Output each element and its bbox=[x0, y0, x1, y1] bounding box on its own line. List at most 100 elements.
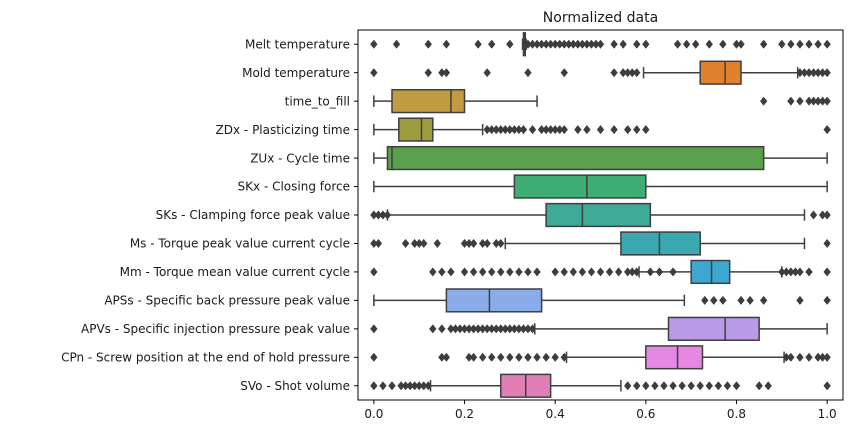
y-tick-label: CPn - Screw position at the end of hold … bbox=[61, 351, 350, 365]
outlier-point bbox=[787, 352, 795, 362]
outlier-point bbox=[370, 39, 378, 49]
outlier-point bbox=[823, 381, 831, 391]
outlier-point bbox=[633, 125, 641, 135]
outlier-point bbox=[669, 381, 677, 391]
outlier-point bbox=[596, 125, 605, 135]
outlier-point bbox=[614, 267, 623, 277]
outlier-point bbox=[370, 68, 378, 78]
outlier-point bbox=[583, 125, 591, 135]
outlier-point bbox=[429, 267, 437, 277]
outlier-point bbox=[673, 39, 682, 49]
outlier-point bbox=[642, 39, 650, 49]
x-tick-label: 0.8 bbox=[727, 407, 746, 421]
outlier-point bbox=[705, 381, 714, 391]
plot-area: Melt temperature Mold temperature time_to_… bbox=[61, 29, 844, 421]
y-tick-label: SKx - Closing force bbox=[238, 180, 350, 194]
outlier-point bbox=[560, 267, 568, 277]
outlier-point bbox=[497, 238, 505, 249]
outlier-point bbox=[497, 267, 505, 277]
outlier-point bbox=[805, 39, 813, 49]
outlier-point bbox=[578, 267, 587, 277]
outlier-point bbox=[424, 68, 432, 78]
outlier-point bbox=[515, 352, 523, 362]
outlier-point bbox=[814, 39, 822, 49]
outlier-point bbox=[705, 39, 714, 49]
outlier-point bbox=[383, 210, 392, 220]
outlier-point bbox=[442, 68, 451, 78]
y-tick-label: ZUx - Cycle time bbox=[250, 151, 350, 165]
y-tick-label: Melt temperature bbox=[245, 37, 350, 51]
box-8 bbox=[690, 259, 731, 285]
outlier-point bbox=[796, 39, 804, 49]
outlier-point bbox=[651, 381, 659, 391]
outlier-point bbox=[401, 238, 410, 249]
x-tick-label: 0.6 bbox=[636, 407, 655, 421]
outlier-point bbox=[596, 39, 605, 49]
outlier-point bbox=[506, 267, 514, 277]
outlier-point bbox=[696, 381, 704, 391]
outlier-point bbox=[587, 267, 596, 277]
outlier-point bbox=[370, 381, 378, 391]
box-5 bbox=[513, 174, 647, 199]
outlier-point bbox=[823, 238, 831, 249]
outlier-point bbox=[823, 352, 831, 362]
outlier-point bbox=[469, 238, 478, 249]
outlier-point bbox=[370, 352, 378, 362]
box-11 bbox=[645, 345, 704, 370]
y-tick-label: Ms - Torque peak value current cycle bbox=[130, 237, 350, 251]
outlier-point bbox=[805, 352, 813, 362]
outlier-point bbox=[682, 39, 691, 49]
outlier-point bbox=[438, 324, 446, 334]
y-tick-label: ZDx - Plasticizing time bbox=[216, 123, 350, 137]
outlier-point bbox=[809, 210, 818, 220]
y-tick-label: SKs - Clamping force peak value bbox=[156, 208, 350, 222]
outlier-point bbox=[737, 39, 745, 49]
outlier-point bbox=[796, 295, 804, 305]
box-1 bbox=[699, 60, 742, 85]
outlier-point bbox=[551, 267, 559, 277]
outlier-point bbox=[388, 381, 396, 391]
outlier-point bbox=[823, 39, 831, 49]
outlier-point bbox=[610, 68, 618, 78]
outlier-point bbox=[796, 352, 804, 362]
x-tick-label: 0.2 bbox=[455, 407, 474, 421]
outlier-point bbox=[433, 238, 442, 249]
outlier-point bbox=[560, 352, 568, 362]
box-10 bbox=[667, 316, 760, 341]
outlier-point bbox=[805, 267, 813, 277]
outlier-point bbox=[487, 352, 496, 362]
outlier-point bbox=[646, 267, 655, 277]
x-tick-label: 0.4 bbox=[546, 407, 565, 421]
box-7 bbox=[620, 231, 701, 256]
outlier-point bbox=[374, 238, 383, 249]
outlier-point bbox=[560, 68, 568, 78]
outlier-point bbox=[732, 381, 741, 391]
outlier-point bbox=[574, 125, 582, 135]
outlier-point bbox=[497, 352, 505, 362]
outlier-point bbox=[719, 295, 727, 305]
y-tick-label: SVo - Shot volume bbox=[240, 379, 350, 393]
outlier-point bbox=[623, 381, 632, 391]
outlier-point bbox=[370, 324, 378, 334]
outlier-point bbox=[442, 39, 451, 49]
outlier-point bbox=[633, 39, 641, 49]
outlier-point bbox=[610, 39, 618, 49]
outlier-point bbox=[420, 238, 428, 249]
outlier-point bbox=[759, 39, 768, 49]
outlier-point bbox=[533, 352, 541, 362]
box-3 bbox=[398, 117, 434, 142]
y-tick-label: time_to_fill bbox=[285, 94, 350, 108]
y-tick-label: APVs - Specific injection pressure peak … bbox=[81, 322, 350, 336]
outlier-point bbox=[424, 381, 432, 391]
outlier-point bbox=[605, 267, 614, 277]
outlier-point bbox=[796, 96, 804, 106]
outlier-point bbox=[633, 381, 641, 391]
outlier-point bbox=[701, 295, 709, 305]
outlier-point bbox=[551, 352, 559, 362]
outlier-point bbox=[642, 381, 650, 391]
axes-frame bbox=[357, 29, 844, 401]
outlier-point bbox=[823, 125, 831, 135]
outlier-point bbox=[506, 352, 514, 362]
